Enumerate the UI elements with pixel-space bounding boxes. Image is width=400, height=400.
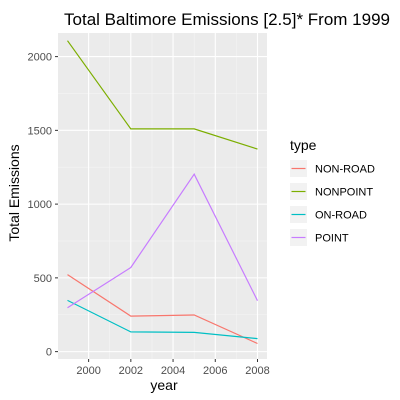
y-axis-title: Total Emissions (6, 144, 22, 241)
x-tick-label: 2002 (119, 365, 143, 377)
y-tick-label: 2000 (28, 52, 52, 64)
legend: type NON-ROAD NONPOINT ON-ROAD POINT (290, 137, 375, 246)
y-tick-label: 0 (46, 347, 52, 359)
legend-title: type (290, 137, 317, 153)
y-tick-label: 1500 (28, 125, 52, 137)
legend-label-nonpoint: NONPOINT (315, 187, 373, 199)
legend-label-on-road: ON-ROAD (315, 210, 367, 222)
x-tick-label: 2000 (76, 365, 100, 377)
y-tick-label: 1000 (28, 199, 52, 211)
legend-label-non-road: NON-ROAD (315, 164, 375, 176)
series-line-point (67, 173, 259, 309)
series-line-nonpoint (67, 40, 258, 150)
x-axis-title: year (150, 377, 178, 393)
series-line-non-road (67, 274, 258, 345)
x-tick-label: 2006 (203, 365, 227, 377)
y-tick-label: 500 (34, 273, 52, 285)
x-tick-label: 2008 (245, 365, 269, 377)
x-tick-label: 2004 (161, 365, 185, 377)
panel-background (58, 33, 267, 359)
series-line-on-road (67, 299, 258, 340)
legend-label-point: POINT (315, 233, 349, 245)
plot-panel: 2000 2002 2004 2006 2008 0 500 1000 1500 2000 (28, 33, 270, 377)
chart-title: Total Baltimore Emissions [2.5]* From 19… (64, 10, 390, 29)
